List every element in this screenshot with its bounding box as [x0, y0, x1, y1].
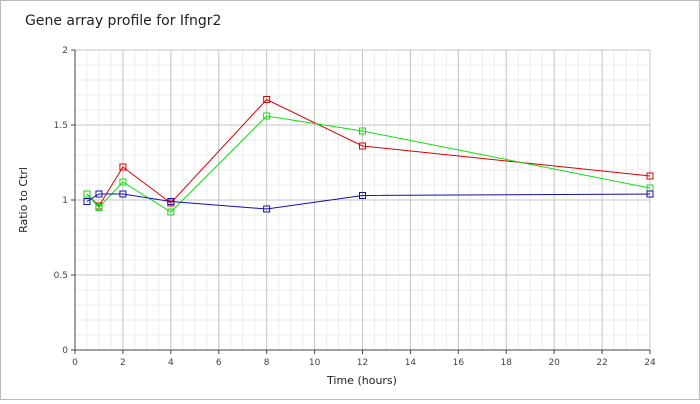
- data-point-marker: [119, 163, 127, 171]
- y-axis-label: Ratio to Ctrl: [17, 167, 30, 233]
- y-tick-label: 1: [62, 196, 68, 206]
- data-point-marker: [95, 190, 103, 198]
- data-point-marker: [83, 198, 91, 205]
- x-tick-label: 22: [596, 358, 607, 368]
- y-tick-label: 0.5: [54, 271, 68, 281]
- data-point-marker: [263, 205, 271, 213]
- x-tick-label: 0: [72, 358, 78, 368]
- data-point-marker: [95, 204, 103, 211]
- data-point-marker: [167, 208, 175, 216]
- data-point-marker: [167, 198, 175, 205]
- data-point-marker: [263, 112, 271, 120]
- series-line: [86, 98, 651, 207]
- x-tick-label: 4: [168, 358, 174, 368]
- x-tick-label: 16: [453, 358, 465, 368]
- x-tick-label: 14: [405, 358, 417, 368]
- data-point-marker: [263, 96, 271, 103]
- y-tick-label: 2: [62, 46, 68, 56]
- x-tick-labels: 0 2 4 6 8 10 12 14 16 18 20 22 24: [72, 350, 656, 368]
- data-point-marker: [646, 172, 654, 180]
- x-tick-label: 2: [120, 358, 126, 368]
- series-line: [86, 115, 651, 213]
- series-2: [83, 112, 654, 216]
- y-tick-labels: 0 0.5 1 1.5 2: [54, 46, 75, 356]
- data-point-marker: [119, 178, 127, 186]
- series-line: [86, 193, 651, 210]
- series-group: [83, 96, 654, 216]
- data-point-marker: [359, 192, 366, 199]
- x-tick-label: 10: [309, 358, 321, 368]
- x-tick-label: 24: [644, 358, 656, 368]
- series-1: [83, 96, 654, 210]
- x-tick-label: 8: [264, 358, 270, 368]
- y-tick-label: 0: [62, 346, 68, 356]
- chart-title: Gene array profile for Ifngr2: [25, 13, 221, 29]
- x-tick-label: 12: [357, 358, 368, 368]
- x-tick-label: 20: [548, 358, 560, 368]
- data-point-marker: [646, 190, 654, 198]
- x-tick-label: 18: [501, 358, 513, 368]
- data-point-marker: [359, 142, 366, 150]
- y-tick-label: 1.5: [54, 121, 68, 131]
- data-point-marker: [83, 190, 91, 198]
- data-point-marker: [119, 190, 127, 198]
- x-tick-label: 6: [216, 358, 222, 368]
- x-axis-label: Time (hours): [326, 374, 397, 387]
- data-point-marker: [359, 127, 366, 135]
- series-3: [83, 190, 654, 213]
